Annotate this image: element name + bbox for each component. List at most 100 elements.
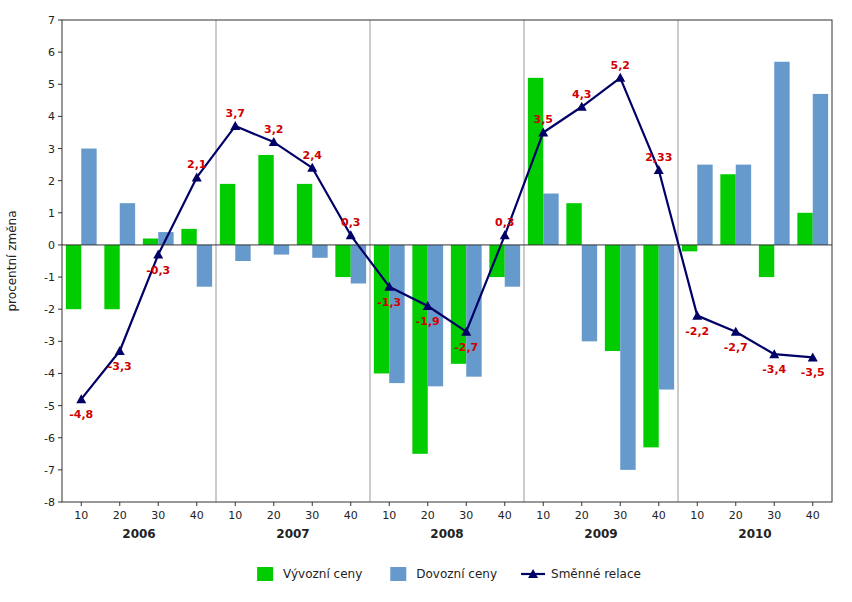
group-separator [524, 20, 525, 502]
legend-item: Směnné relace [521, 567, 641, 581]
y-tick [58, 437, 62, 438]
x-tick-label: 30 [459, 509, 473, 522]
y-tick [58, 20, 62, 21]
y-tick-label: -2 [44, 303, 55, 316]
x-tick-label: 20 [113, 509, 127, 522]
x-tick [812, 502, 813, 506]
x-tick-label: 40 [806, 509, 820, 522]
x-tick [427, 502, 428, 506]
bar [120, 203, 135, 245]
y-tick [58, 148, 62, 149]
legend: Vývozní ceny Dovozní ceny Směnné relace [257, 567, 641, 581]
group-label: 2008 [430, 527, 463, 541]
marker [269, 137, 279, 146]
x-tick [735, 502, 736, 506]
marker [692, 311, 702, 320]
y-tick [58, 502, 62, 503]
bar [682, 245, 697, 251]
data-label: 0,3 [341, 216, 361, 229]
bar [774, 62, 789, 245]
data-label: -3,4 [762, 363, 786, 376]
y-tick-label: 5 [48, 78, 55, 91]
data-label: -2,7 [724, 341, 748, 354]
y-tick-label: -6 [44, 432, 55, 445]
plot-area [66, 62, 828, 470]
chart: -4,8-3,3-0,32,13,73,22,40,3-1,3-1,9-2,70… [0, 0, 852, 602]
data-label: 5,2 [611, 59, 631, 72]
x-tick-label: 10 [382, 509, 396, 522]
y-tick [58, 52, 62, 53]
x-tick [466, 502, 467, 506]
x-tick [81, 502, 82, 506]
y-tick-label: 4 [48, 110, 55, 123]
x-tick-label: 10 [536, 509, 550, 522]
y-tick-label: 3 [48, 143, 55, 156]
y-tick-label: 1 [48, 207, 55, 220]
x-tick-label: 20 [421, 509, 435, 522]
x-tick [543, 502, 544, 506]
y-tick-label: -8 [44, 496, 55, 509]
data-label: -2,7 [454, 341, 478, 354]
data-labels: -4,8-3,3-0,32,13,73,22,40,3-1,3-1,9-2,70… [69, 59, 825, 421]
data-label: -3,3 [108, 360, 132, 373]
x-tick-label: 10 [228, 509, 242, 522]
x-tick-label: 10 [690, 509, 704, 522]
x-tick [158, 502, 159, 506]
data-label: -2,2 [685, 325, 709, 338]
marker [230, 121, 240, 130]
y-tick [58, 309, 62, 310]
y-tick-label: -3 [44, 335, 55, 348]
bar [274, 245, 289, 255]
bar [566, 203, 581, 245]
bar [412, 245, 427, 454]
data-label: 3,2 [264, 123, 284, 136]
group-label: 2009 [584, 527, 617, 541]
marker [346, 230, 356, 239]
x-tick-label: 20 [729, 509, 743, 522]
data-label: -1,3 [377, 296, 401, 309]
y-tick-label: -1 [44, 271, 55, 284]
x-tick [119, 502, 120, 506]
legend-swatch [257, 567, 273, 581]
y-tick [58, 84, 62, 85]
bar [697, 165, 712, 245]
x-tick-label: 20 [575, 509, 589, 522]
x-tick [620, 502, 621, 506]
x-tick [312, 502, 313, 506]
marker [769, 349, 779, 358]
y-tick-label: 2 [48, 175, 55, 188]
legend-label: Vývozní ceny [283, 567, 362, 581]
marker [423, 301, 433, 310]
data-label: 2,33 [645, 151, 672, 164]
x-tick [581, 502, 582, 506]
group-label: 2007 [276, 527, 309, 541]
bar [220, 184, 235, 245]
marker [538, 127, 548, 136]
legend-item: Dovozní ceny [390, 567, 497, 581]
marker [192, 172, 202, 181]
x-tick [504, 502, 505, 506]
y-tick [58, 341, 62, 342]
x-tick [658, 502, 659, 506]
y-tick-label: -4 [44, 367, 55, 380]
y-tick-label: -7 [44, 464, 55, 477]
marker [461, 327, 471, 336]
marker [500, 230, 510, 239]
y-tick [58, 180, 62, 181]
y-tick [58, 116, 62, 117]
group-label: 2010 [738, 527, 771, 541]
group-separator [216, 20, 217, 502]
y-tick-label: 6 [48, 46, 55, 59]
bar [489, 245, 504, 277]
y-tick-label: 7 [48, 14, 55, 27]
x-tick [774, 502, 775, 506]
x-tick [350, 502, 351, 506]
y-tick [58, 277, 62, 278]
bar [351, 245, 366, 284]
legend-label: Směnné relace [551, 567, 641, 581]
bar [312, 245, 327, 258]
data-label: 3,7 [226, 107, 246, 120]
marker [577, 102, 587, 111]
bar [374, 245, 389, 374]
bar [81, 149, 96, 245]
